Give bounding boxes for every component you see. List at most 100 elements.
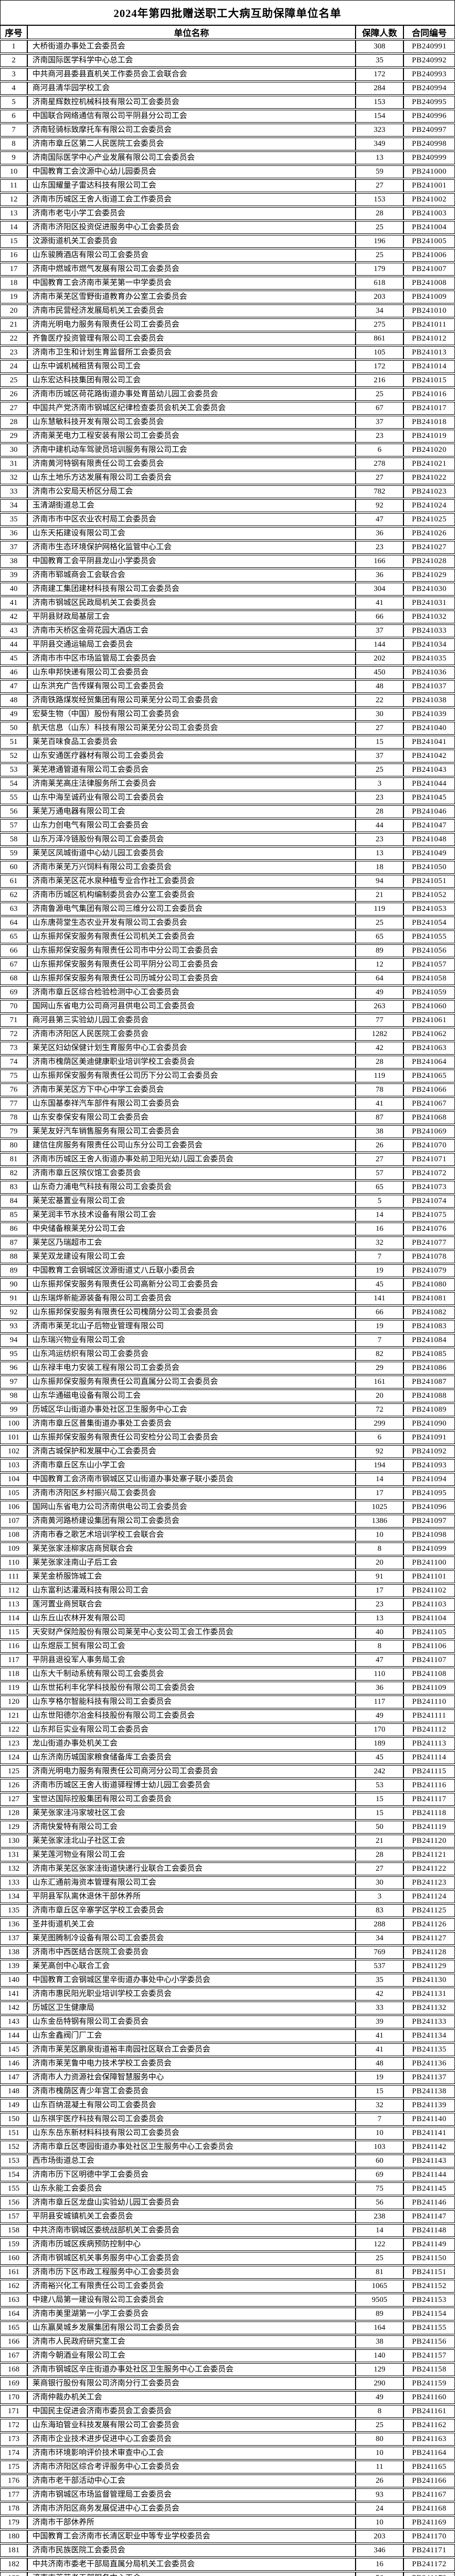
table-row: 105 济南市济阳区乡村振兴局工会委员会 17 PB241095 xyxy=(0,1487,455,1500)
seq-cell: 143 xyxy=(0,2015,27,2028)
insured-count-cell: 49 xyxy=(356,986,403,999)
seq-cell: 183 xyxy=(0,2572,27,2576)
unit-name-cell: 山东大千制动系统有限公司工会委员会 xyxy=(27,1668,356,1681)
table-row: 122 山东邦巨实业有限公司工会委员会 170 PB241112 xyxy=(0,1723,455,1736)
table-row: 141 济南市惠民阳光职业培训学校工会委员会 42 PB241131 xyxy=(0,1988,455,2001)
insured-count-cell: 27 xyxy=(356,722,403,735)
table-row: 144 山东金鑫阀门厂工会 41 PB241134 xyxy=(0,2029,455,2042)
seq-cell: 111 xyxy=(0,1570,27,1583)
insured-count-cell: 284 xyxy=(356,82,403,95)
insured-count-cell: 242 xyxy=(356,1765,403,1778)
table-row: 103 济南市章丘区东山小学工会 194 PB241093 xyxy=(0,1459,455,1472)
table-row: 183济南市莱芜老干部服务中心工会56PB241173 xyxy=(0,2572,455,2576)
seq-cell: 181 xyxy=(0,2544,27,2557)
seq-cell: 136 xyxy=(0,1918,27,1931)
insured-count-cell: 41 xyxy=(356,2043,403,2056)
seq-cell: 156 xyxy=(0,2196,27,2209)
unit-name-cell: 济南莱芜高庄法律服务所工会委员会 xyxy=(27,777,356,790)
table-row: 155 山东永能工会委员会 75 PB241145 xyxy=(0,2182,455,2195)
insured-count-cell: 161 xyxy=(356,1376,403,1388)
unit-name-cell: 济南市济阳区商务发展促进中心工会委员会 xyxy=(27,2502,356,2515)
table-row: 87 莱芜区乃瑞超市工会 32 PB241077 xyxy=(0,1236,455,1249)
seq-cell: 19 xyxy=(0,291,27,303)
seq-cell: 89 xyxy=(0,1264,27,1277)
seq-cell: 119 xyxy=(0,1682,27,1694)
contract-number-cell: PB241089 xyxy=(403,1403,455,1416)
unit-name-cell: 济南市莱芜老干部服务中心工会 xyxy=(27,2572,356,2576)
seq-cell: 179 xyxy=(0,2516,27,2529)
table-row: 46 山东申邦快递有限公司工会委员会 450 PB241036 xyxy=(0,666,455,679)
contract-number-cell: PB241158 xyxy=(403,2363,455,2376)
contract-number-cell: PB241058 xyxy=(403,972,455,985)
contract-number-cell: PB241068 xyxy=(403,1111,455,1124)
contract-number-cell: PB241067 xyxy=(403,1097,455,1110)
unit-name-cell: 济南市生态环境保护网格化监管中心工会 xyxy=(27,541,356,554)
seq-cell: 18 xyxy=(0,277,27,290)
contract-number-cell: PB241048 xyxy=(403,833,455,846)
contract-number-cell: PB241092 xyxy=(403,1445,455,1458)
table-row: 38 中国教育工会平阴县龙山小学委员会 166 PB241028 xyxy=(0,555,455,568)
insured-count-cell: 141 xyxy=(356,1292,403,1305)
unit-name-cell: 济南鲁源电气集团有限公司三维分公司工会委员会 xyxy=(27,903,356,916)
insured-count-cell: 3 xyxy=(356,1890,403,1903)
seq-cell: 51 xyxy=(0,736,27,749)
contract-number-cell: PB241085 xyxy=(403,1348,455,1361)
unit-name-cell: 济南市莱芜区花水泉种植专业合作社工会委员会 xyxy=(27,875,356,888)
table-row: 139 莱芜高创中心联合工会 537 PB241129 xyxy=(0,1960,455,1973)
contract-number-cell: PB241084 xyxy=(403,1334,455,1347)
table-row: 3 中共商河县委县直机关工作委员会工会联合会 172 PB240993 xyxy=(0,68,455,81)
insured-count-cell: 57 xyxy=(356,1167,403,1180)
insured-count-cell: 1386 xyxy=(356,1515,403,1528)
seq-cell: 95 xyxy=(0,1348,27,1361)
contract-number-cell: PB241069 xyxy=(403,1125,455,1138)
seq-cell: 153 xyxy=(0,2155,27,2167)
contract-number-cell: PB241051 xyxy=(403,875,455,888)
unit-name-cell: 山东煜辰工贸有限公司工会 xyxy=(27,1640,356,1653)
seq-cell: 109 xyxy=(0,1543,27,1555)
table-row: 62 济南市历城区机构编制委员会办公室工会委员会 21 PB241052 xyxy=(0,889,455,902)
contract-number-cell: PB241002 xyxy=(403,193,455,206)
insured-count-cell: 28 xyxy=(356,805,403,818)
insured-count-cell: 203 xyxy=(356,2530,403,2543)
unit-name-cell: 山东东岳东新材料科技有限公司工会委员会 xyxy=(27,2127,356,2140)
seq-cell: 84 xyxy=(0,1195,27,1208)
seq-cell: 158 xyxy=(0,2224,27,2237)
table-row: 84 莱芜宏基置业有限公司工会 5 PB241074 xyxy=(0,1195,455,1208)
insured-count-cell: 28 xyxy=(356,1056,403,1069)
contract-number-cell: PB241124 xyxy=(403,1890,455,1903)
table-row: 129 济南快爱特有限公司工会 50 PB241119 xyxy=(0,1821,455,1834)
insured-count-cell: 35 xyxy=(356,1974,403,1987)
unit-name-cell: 济南市民族医院工会委员会 xyxy=(27,2544,356,2557)
unit-name-cell: 济南裕兴化工有限责任公司工会委员会 xyxy=(27,2280,356,2293)
contract-number-cell: PB241119 xyxy=(403,1821,455,1834)
seq-cell: 30 xyxy=(0,444,27,456)
table-row: 35 济南市市中区农业农村局工会委员会 47 PB241025 xyxy=(0,513,455,526)
unit-name-cell: 济南市章丘区辛寨学区学校工会委员会 xyxy=(27,1904,356,1917)
seq-cell: 142 xyxy=(0,2002,27,2014)
unit-name-cell: 济南市济阳区乡村振兴局工会委员会 xyxy=(27,1487,356,1500)
seq-cell: 46 xyxy=(0,666,27,679)
insured-count-cell: 60 xyxy=(356,2155,403,2167)
seq-cell: 141 xyxy=(0,1988,27,2001)
contract-number-cell: PB241103 xyxy=(403,1598,455,1611)
unit-name-cell: 山东振邦保安服务有限责任公司历下分公司工会委员会 xyxy=(27,1070,356,1082)
table-row: 45 济南市市中区市场监管局工会委员会 202 PB241035 xyxy=(0,652,455,665)
contract-number-cell: PB241056 xyxy=(403,944,455,957)
table-row: 28 山东慧敏科技开发有限公司工会委员会 37 PB241018 xyxy=(0,416,455,429)
unit-name-cell: 山东洪充广告传媒有限公司工会委员会 xyxy=(27,680,356,693)
insured-count-cell: 37 xyxy=(356,750,403,762)
seq-cell: 83 xyxy=(0,1181,27,1194)
contract-number-cell: PB241151 xyxy=(403,2266,455,2279)
table-row: 33 济南市公安局天桥区分局工会 782 PB241023 xyxy=(0,485,455,498)
table-row: 68 山东振邦保安服务有限责任公司历城分公司工会委员会 64 PB241058 xyxy=(0,972,455,985)
seq-cell: 168 xyxy=(0,2363,27,2376)
unit-name-cell: 济南市莱芜区方下中心中学工会委员会 xyxy=(27,1083,356,1096)
seq-cell: 44 xyxy=(0,638,27,651)
unit-name-cell: 山东骏腾酒店有限公司工会委员会 xyxy=(27,249,356,262)
insured-count-cell: 23 xyxy=(356,1598,403,1611)
insured-count-cell: 172 xyxy=(356,360,403,373)
table-row: 43 济南市天桥区金荷花园大酒店工会 37 PB241033 xyxy=(0,624,455,637)
seq-cell: 27 xyxy=(0,402,27,415)
insured-count-cell: 15 xyxy=(356,736,403,749)
insured-count-cell: 81 xyxy=(356,2266,403,2279)
